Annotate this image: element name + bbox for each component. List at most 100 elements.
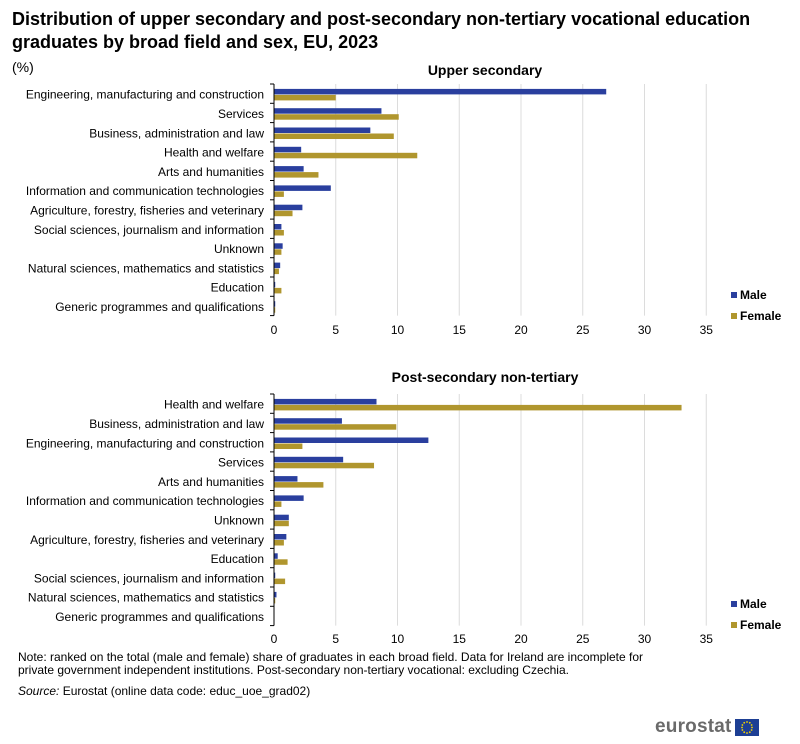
category-label: Natural sciences, mathematics and statis… [28,261,264,275]
category-label: Social sciences, journalism and informat… [34,571,264,585]
category-label: Generic programmes and qualifications [55,610,264,624]
x-tick-label: 0 [271,632,278,646]
category-label: Agriculture, forestry, fisheries and vet… [30,533,264,547]
bar-male [274,224,282,230]
bar-female [274,501,282,507]
bar-male [274,166,304,172]
category-label: Engineering, manufacturing and construct… [26,436,264,450]
bar-female [274,540,284,546]
x-tick-label: 30 [638,323,652,337]
legend-label: Female [740,309,782,323]
x-tick-label: 5 [332,323,339,337]
x-tick-label: 20 [514,632,528,646]
eurostat-logo: eurostat [655,716,759,738]
bar-female [274,443,303,449]
category-label: Information and communication technologi… [26,494,264,508]
bar-female [274,578,286,585]
category-label: Agriculture, forestry, fisheries and vet… [30,203,264,217]
legend-swatch [731,622,737,628]
x-tick-label: 10 [391,323,405,337]
source-text: Eurostat (online data code: educ_uoe_gra… [59,684,311,698]
category-label: Unknown [214,513,264,527]
bar-male [274,591,277,598]
bar-male [274,456,344,463]
category-label: Services [218,107,264,121]
bar-female [274,152,418,159]
unit-label: (%) [12,59,34,75]
bar-male [274,476,298,482]
x-tick-label: 20 [514,323,528,337]
x-tick-label: 10 [391,632,405,646]
legend-label: Male [740,597,767,611]
x-tick-label: 0 [271,323,278,337]
bar-female [274,172,319,178]
bar-female [274,307,276,313]
bar-female [274,559,288,565]
bar-male [274,514,289,521]
legend-swatch [731,292,737,298]
legend-swatch [731,601,737,607]
category-label: Health and welfare [164,146,264,160]
subchart-title: Upper secondary [428,62,543,78]
bar-male [274,437,429,443]
chart-title: Distribution of upper secondary and post… [12,9,751,52]
eu-flag-icon [734,718,759,736]
bar-male [274,185,331,191]
bar-female [274,482,324,488]
bar-male [274,281,276,288]
subchart-title: Post-secondary non-tertiary [392,369,579,385]
bar-female [274,230,284,236]
bar-female [274,114,399,120]
category-label: Business, administration and law [89,126,264,140]
bar-female [274,424,397,430]
category-label: Generic programmes and qualifications [55,300,264,314]
bar-male [274,146,302,153]
bar-male [274,127,371,133]
logo-text: eurostat [655,716,732,737]
chart-note: Note: ranked on the total (male and fema… [18,650,644,677]
bar-male [274,204,303,211]
bar-female [274,268,279,275]
bar-female [274,287,282,294]
source-label: Source: [18,684,60,698]
bar-female [274,404,682,411]
category-label: Natural sciences, mathematics and statis… [28,591,264,605]
x-tick-label: 15 [453,323,467,337]
bar-male [274,301,276,307]
x-tick-label: 15 [453,632,467,646]
bar-male [274,553,278,559]
x-tick-label: 30 [638,632,652,646]
x-tick-label: 35 [700,632,714,646]
bar-male [274,398,377,405]
legend-label: Female [740,618,782,632]
x-tick-label: 5 [332,632,339,646]
bar-male [274,534,287,540]
bar-female [274,249,282,255]
bar-female [274,191,284,197]
bar-male [274,262,281,269]
bar-female [274,94,336,101]
bar-female [274,597,276,604]
bar-male [274,243,283,249]
category-label: Business, administration and law [89,417,264,431]
category-label: Information and communication technologi… [26,184,264,198]
category-label: Health and welfare [164,398,264,412]
category-label: Engineering, manufacturing and construct… [26,88,264,102]
bar-male [274,418,342,424]
bar-male [274,88,607,95]
bar-male [274,108,382,114]
category-label: Services [218,456,264,470]
legend-label: Male [740,288,767,302]
legend-swatch [731,313,737,319]
bar-male [274,572,276,579]
bar-female [274,133,394,139]
category-label: Unknown [214,242,264,256]
source-line: Source: Eurostat (online data code: educ… [18,684,310,698]
category-label: Education [211,552,264,566]
bar-male [274,495,304,501]
category-label: Arts and humanities [158,475,264,489]
x-tick-label: 25 [576,323,590,337]
bar-female [274,462,375,469]
bar-female [274,210,293,217]
